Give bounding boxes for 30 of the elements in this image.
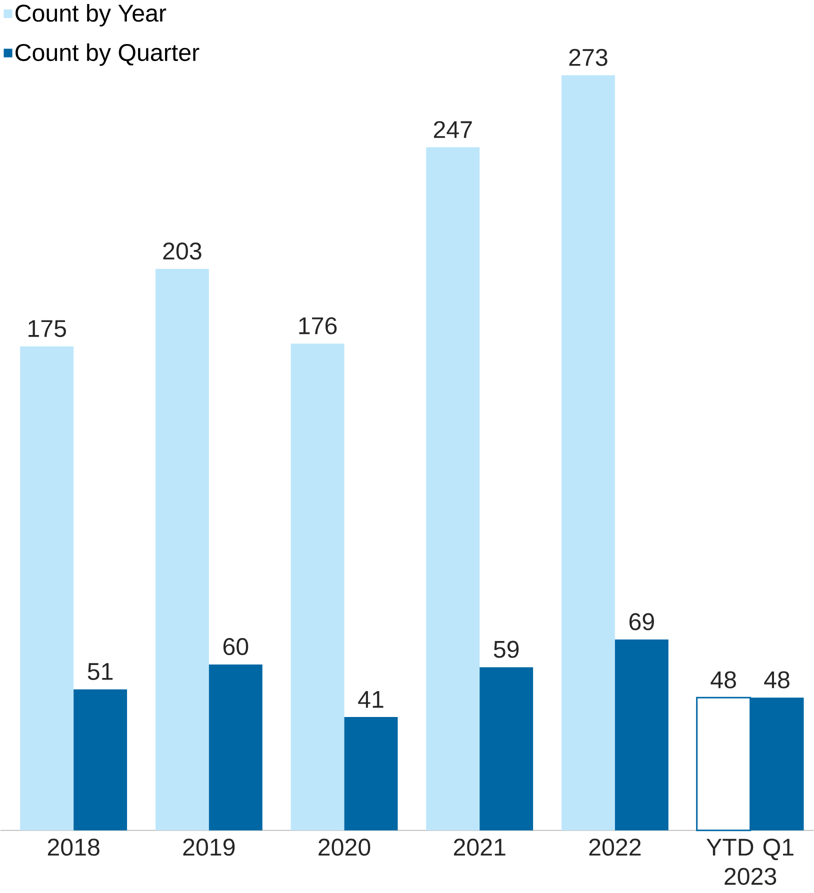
x-tick-label: 2022 <box>589 838 640 856</box>
data-label: 48 <box>764 671 790 688</box>
data-label: 203 <box>163 242 202 260</box>
data-label: 59 <box>494 640 518 658</box>
data-label: 48 <box>710 671 736 688</box>
bar <box>73 689 127 830</box>
bar <box>155 268 209 830</box>
x-tick-label: 2018 <box>48 838 100 856</box>
bar <box>290 344 344 830</box>
bar <box>479 667 533 830</box>
x-tick-label: YTD Q1 2023 <box>706 838 794 885</box>
data-label: 60 <box>223 638 248 656</box>
bar <box>561 75 615 830</box>
data-label: 41 <box>358 691 384 708</box>
x-tick-label: 2021 <box>454 838 506 856</box>
data-label: 175 <box>28 320 66 338</box>
bar <box>614 640 668 830</box>
data-label: 273 <box>569 48 608 66</box>
bar <box>20 346 74 830</box>
data-label: 247 <box>434 121 472 138</box>
bar <box>208 664 262 830</box>
x-tick-label: 2019 <box>183 838 234 856</box>
bar <box>426 147 480 830</box>
legend-label: Count by Year <box>15 4 166 27</box>
data-label: 69 <box>629 613 654 630</box>
bar <box>344 716 398 830</box>
data-label: 51 <box>88 663 112 680</box>
data-label: 176 <box>299 317 336 334</box>
legend-label: Count by Quarter <box>15 43 200 66</box>
x-tick-label: 2020 <box>318 838 370 856</box>
